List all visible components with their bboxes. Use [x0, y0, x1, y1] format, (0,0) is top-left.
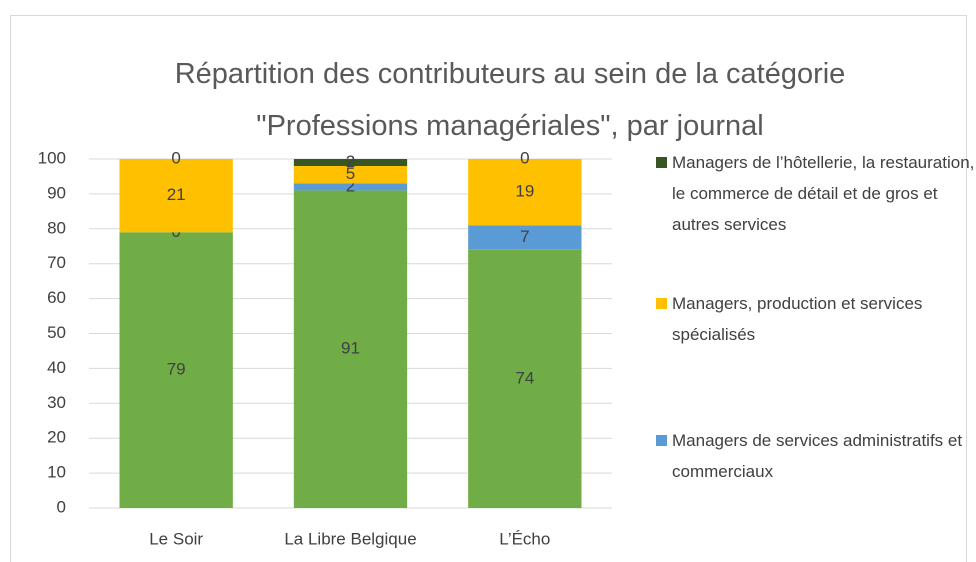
y-tick-label: 70 — [47, 253, 66, 272]
data-label: 91 — [341, 339, 360, 358]
y-tick-label: 100 — [38, 148, 66, 167]
data-label: 5 — [346, 164, 355, 183]
legend-swatch — [656, 157, 667, 168]
bar-segment — [293, 190, 408, 508]
legend-item: Managers, production et services spécial… — [656, 288, 976, 350]
x-tick-label: L’Écho — [499, 529, 550, 548]
y-tick-label: 10 — [47, 463, 66, 482]
y-tick-label: 90 — [47, 183, 66, 202]
bar-segment — [293, 159, 408, 166]
y-tick-label: 30 — [47, 393, 66, 412]
chart-border — [10, 15, 967, 562]
y-tick-label: 0 — [57, 497, 66, 516]
data-label: 2 — [346, 176, 355, 195]
data-label: 2 — [346, 152, 355, 171]
y-tick-label: 20 — [47, 428, 66, 447]
legend-item: Managers de l’hôtellerie, la restauratio… — [656, 147, 976, 240]
legend-label: Managers, production et services spécial… — [672, 294, 923, 344]
chart-title: Répartition des contributeurs au sein de… — [174, 58, 846, 142]
y-tick-label: 40 — [47, 358, 66, 377]
legend-label: Managers de l’hôtellerie, la restauratio… — [672, 153, 975, 234]
y-tick-label: 80 — [47, 218, 66, 237]
data-label: 19 — [515, 182, 534, 201]
data-label: 74 — [515, 368, 534, 387]
x-tick-label: Le Soir — [149, 529, 203, 548]
data-label: 0 — [520, 148, 529, 167]
bar-segment — [468, 159, 582, 226]
bar-segment — [293, 183, 408, 191]
bar-segment — [119, 159, 233, 233]
y-tick-label: 60 — [47, 288, 66, 307]
legend-item: Managers de services administratifs et c… — [656, 425, 976, 487]
legend-swatch — [656, 435, 667, 446]
legend-swatch — [656, 298, 667, 309]
bar-segment — [468, 225, 582, 250]
data-label: 21 — [167, 185, 186, 204]
bar-segment — [119, 232, 233, 509]
data-label: 7 — [520, 227, 529, 246]
x-tick-label: La Libre Belgique — [284, 529, 416, 548]
data-label: 0 — [171, 148, 180, 167]
y-tick-label: 50 — [47, 323, 66, 342]
legend-label: Managers de services administratifs et c… — [672, 431, 963, 481]
bar-segment — [293, 165, 408, 184]
bar-segment — [468, 249, 582, 509]
data-label: 79 — [167, 360, 186, 379]
